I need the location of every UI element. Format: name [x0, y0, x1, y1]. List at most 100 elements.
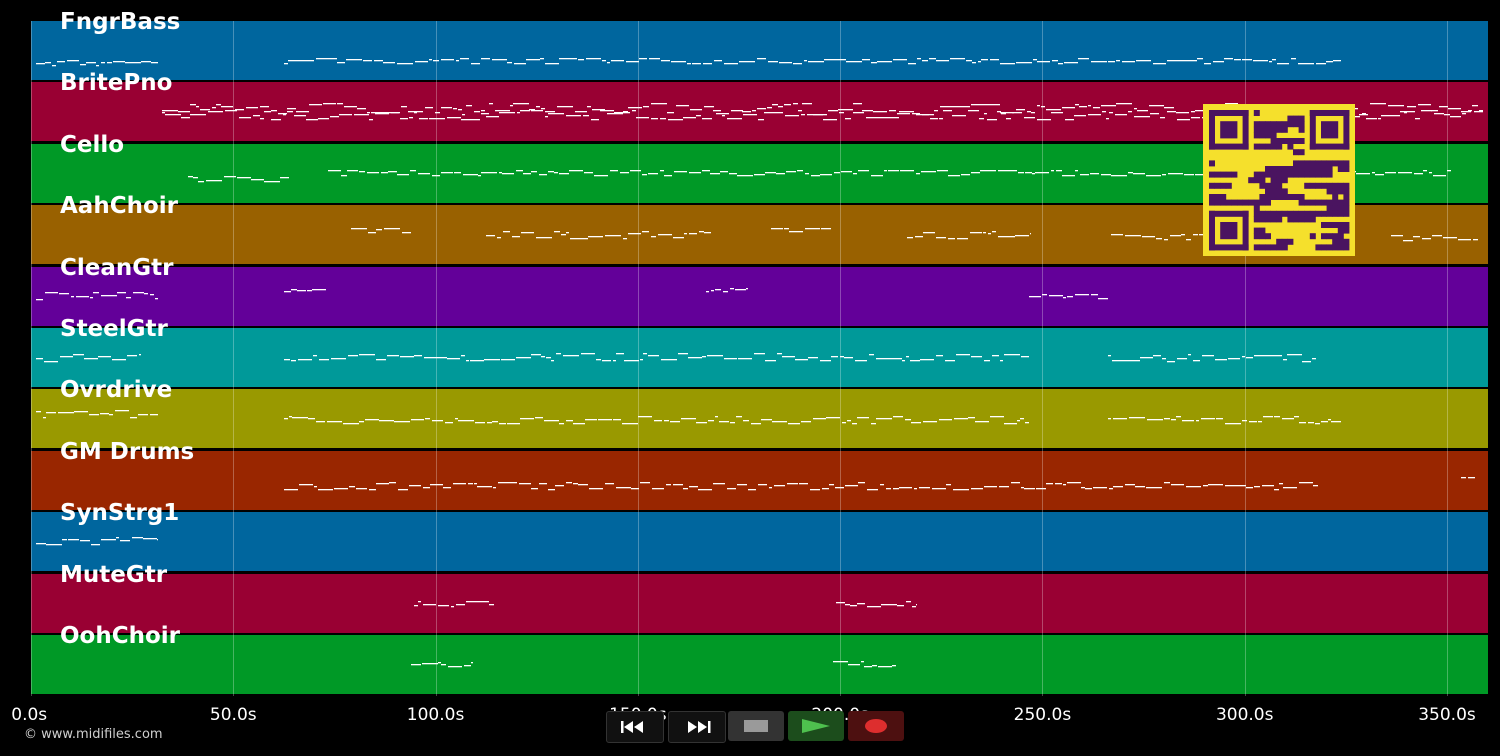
- note: [90, 296, 93, 298]
- note: [117, 291, 126, 293]
- note: [453, 482, 466, 485]
- note: [643, 106, 649, 108]
- note: [1108, 61, 1115, 63]
- note: [853, 112, 864, 114]
- note: [1036, 487, 1046, 490]
- note: [820, 360, 831, 362]
- track-cleangtr[interactable]: CleanGtr: [31, 255, 1488, 326]
- note: [318, 118, 329, 120]
- note: [1403, 240, 1413, 242]
- note: [540, 417, 543, 419]
- note: [799, 482, 808, 485]
- note: [687, 63, 691, 65]
- note: [829, 483, 834, 486]
- note: [432, 420, 443, 422]
- note: [306, 119, 318, 121]
- note: [1313, 484, 1318, 487]
- note: [642, 231, 649, 233]
- record-button[interactable]: [848, 711, 904, 741]
- note: [720, 170, 728, 173]
- note: [968, 110, 979, 112]
- note: [401, 106, 407, 108]
- note: [943, 110, 952, 112]
- note: [972, 62, 976, 64]
- note: [862, 59, 870, 61]
- note: [492, 59, 507, 61]
- note: [1160, 117, 1165, 119]
- note: [36, 411, 41, 413]
- gridline: [1042, 21, 1044, 696]
- note: [950, 58, 965, 60]
- note: [501, 359, 515, 361]
- track-mutegtr[interactable]: MuteGtr: [31, 562, 1488, 633]
- note: [498, 481, 514, 484]
- note: [704, 232, 711, 234]
- track-oohchoir[interactable]: OohChoir: [31, 623, 1488, 694]
- note: [1115, 114, 1127, 116]
- note: [80, 64, 86, 66]
- note: [1253, 60, 1265, 62]
- note: [724, 63, 738, 65]
- note: [101, 294, 117, 296]
- note: [702, 118, 712, 120]
- note: [607, 62, 610, 64]
- note-lane: [36, 410, 1341, 425]
- note: [120, 540, 130, 542]
- track-synstrg1[interactable]: SynStrg1: [31, 500, 1488, 572]
- note: [1228, 358, 1240, 360]
- note: [387, 355, 399, 357]
- note: [411, 664, 421, 666]
- track-gm-drums[interactable]: GM Drums: [31, 439, 1488, 510]
- note: [613, 419, 621, 421]
- note: [1000, 112, 1014, 114]
- note: [453, 108, 457, 110]
- track-label: FngrBass: [60, 9, 181, 35]
- note: [841, 170, 852, 173]
- stop-icon: [744, 720, 768, 732]
- note: [614, 112, 630, 114]
- note: [1011, 481, 1020, 484]
- note: [1225, 423, 1241, 425]
- note: [1015, 235, 1018, 237]
- note: [1258, 421, 1262, 423]
- play-button[interactable]: [788, 711, 844, 741]
- note: [568, 58, 577, 60]
- note: [206, 179, 222, 182]
- note: [419, 118, 428, 120]
- note: [513, 103, 529, 105]
- note: [422, 663, 438, 665]
- note: [1074, 115, 1086, 117]
- note: [961, 173, 970, 176]
- note: [548, 488, 555, 491]
- track-steelgtr[interactable]: SteelGtr: [31, 316, 1488, 387]
- note: [225, 110, 237, 112]
- note: [1188, 354, 1191, 356]
- rewind-button[interactable]: [606, 711, 664, 743]
- note: [1167, 361, 1175, 363]
- note: [784, 228, 789, 230]
- note: [761, 419, 772, 421]
- fast-forward-button[interactable]: [668, 711, 726, 743]
- note: [638, 416, 652, 418]
- note: [359, 354, 375, 356]
- note: [410, 169, 416, 172]
- note: [1254, 485, 1260, 488]
- note: [702, 169, 710, 172]
- note: [67, 60, 79, 62]
- track-ovrdrive[interactable]: Ovrdrive: [31, 377, 1488, 449]
- stop-button[interactable]: [728, 711, 784, 741]
- note: [109, 414, 113, 416]
- note: [1067, 481, 1081, 484]
- note: [212, 107, 216, 109]
- note: [828, 110, 838, 112]
- note: [610, 169, 618, 172]
- note: [466, 105, 472, 107]
- note: [1162, 358, 1166, 360]
- track-fngrbass[interactable]: FngrBass: [31, 9, 1488, 80]
- note: [971, 487, 983, 490]
- note: [1474, 111, 1483, 113]
- note: [351, 228, 367, 230]
- note: [1381, 115, 1394, 117]
- note: [801, 114, 805, 116]
- note: [1128, 111, 1132, 113]
